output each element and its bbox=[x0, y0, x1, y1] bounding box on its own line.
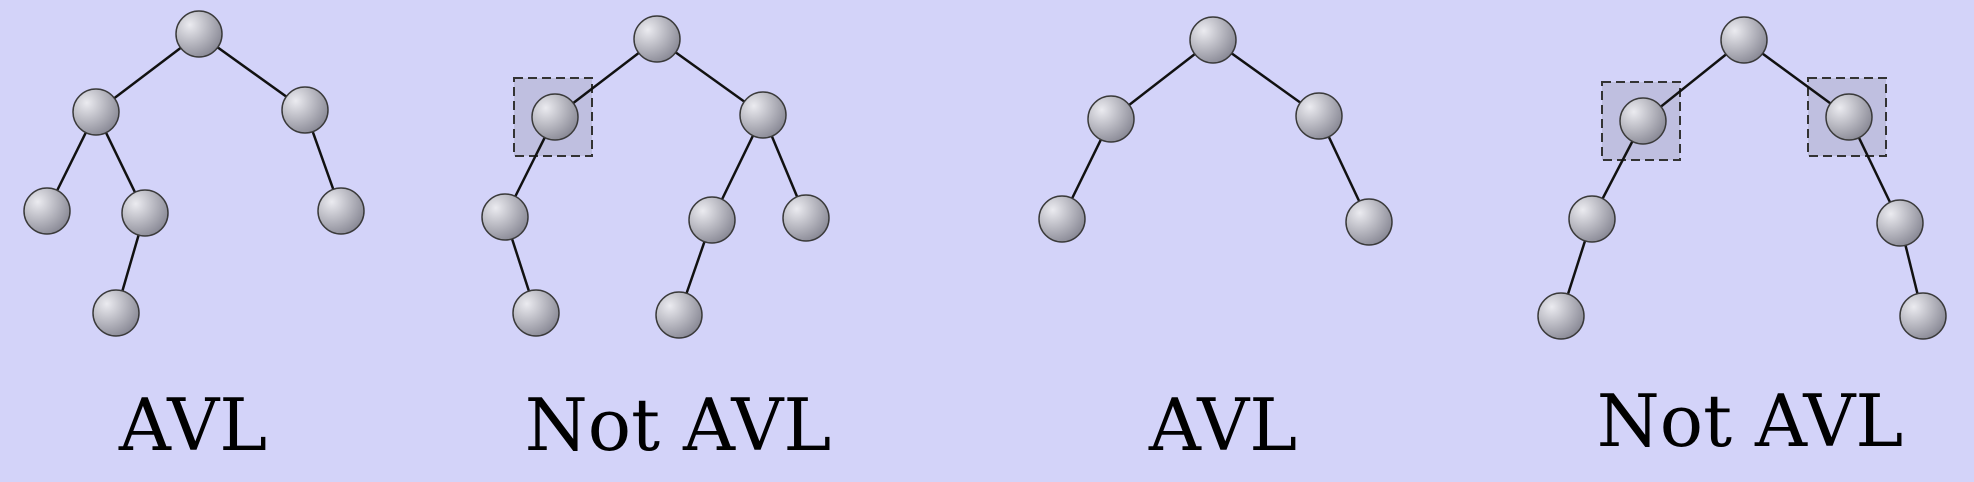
tree-1-node-left-right bbox=[121, 189, 169, 237]
tree-3-node-right bbox=[1295, 92, 1343, 140]
tree-3-label: AVL bbox=[1148, 383, 1298, 467]
tree-2-node-right-left-left bbox=[655, 291, 703, 339]
tree-1-node-root bbox=[175, 10, 223, 58]
tree-4-node-right-right-right bbox=[1899, 292, 1947, 340]
tree-1-node-left-left bbox=[23, 187, 71, 235]
tree-2-node-root bbox=[633, 15, 681, 63]
tree-3 bbox=[1038, 16, 1393, 246]
tree-3-node-left bbox=[1087, 95, 1135, 143]
tree-2-node-right bbox=[739, 91, 787, 139]
tree-2-node-left-left-right bbox=[512, 289, 560, 337]
tree-1-node-left bbox=[72, 88, 120, 136]
tree-1-node-left-right-left bbox=[92, 289, 140, 337]
tree-1 bbox=[23, 10, 365, 337]
tree-3-node-root bbox=[1189, 16, 1237, 64]
tree-4-node-right bbox=[1825, 93, 1873, 141]
tree-4-node-left-left-left bbox=[1537, 292, 1585, 340]
tree-2-node-right-left bbox=[688, 196, 736, 244]
tree-4-node-root bbox=[1720, 16, 1768, 64]
tree-4-node-left-left bbox=[1568, 195, 1616, 243]
tree-4-node-left bbox=[1619, 97, 1667, 145]
tree-2-node-left bbox=[531, 93, 579, 141]
tree-2-label: Not AVL bbox=[524, 383, 832, 467]
tree-1-node-right-right bbox=[317, 187, 365, 235]
tree-4-node-right-right bbox=[1876, 199, 1924, 247]
tree-1-label: AVL bbox=[118, 383, 268, 467]
tree-3-node-right-right bbox=[1345, 198, 1393, 246]
tree-3-node-left-left bbox=[1038, 195, 1086, 243]
tree-2-node-left-left bbox=[481, 193, 529, 241]
tree-4-label: Not AVL bbox=[1596, 379, 1904, 463]
tree-2 bbox=[481, 15, 830, 339]
tree-1-node-right bbox=[281, 86, 329, 134]
tree-2-node-right-right bbox=[782, 194, 830, 242]
tree-4 bbox=[1537, 16, 1947, 340]
